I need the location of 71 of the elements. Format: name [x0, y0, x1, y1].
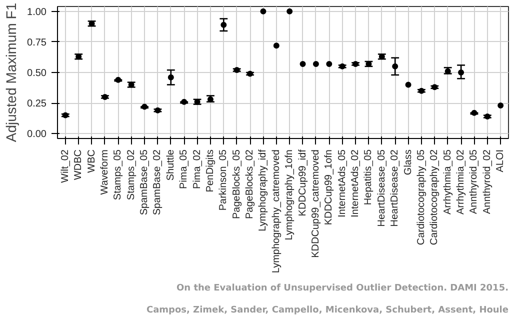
x-tick-label: PenDigits — [204, 149, 216, 192]
point — [142, 104, 148, 110]
x-tick-label: KDDCup99_1ofn — [324, 149, 335, 226]
x-tick-label: Pima_05 — [178, 149, 190, 189]
x-tick-label: KDDCup99_idf — [297, 149, 308, 216]
point — [471, 110, 478, 116]
point — [115, 76, 122, 83]
x-tick-label: Cardiotocography_02 — [429, 149, 440, 246]
point — [458, 70, 464, 76]
point — [300, 60, 306, 67]
x-tick-label: KDDCup99_catremoved — [310, 150, 322, 258]
point — [207, 96, 214, 102]
x-tick-label: InternetAds_02 — [350, 149, 362, 218]
x-tick-label: Arrhythmia_02 — [456, 149, 467, 215]
y-axis-title: Adjusted Maximum F1 — [3, 2, 20, 142]
point — [102, 94, 108, 100]
x-tick-label: Waveform — [99, 149, 110, 195]
x-tick-label: Shuttle — [165, 149, 176, 181]
point — [312, 60, 319, 67]
point — [339, 63, 346, 70]
x-tick-label: Cardiotocography_05 — [416, 149, 427, 246]
y-tick-label: 0.75 — [27, 37, 47, 48]
x-tick-label: Stamps_05 — [112, 149, 124, 200]
x-tick-label: Wilt_02 — [60, 149, 71, 183]
point — [352, 60, 359, 67]
y-tick-label: 0.50 — [27, 68, 47, 79]
text: Campos, Zimek, Sander, Campello, Micenkova, Schubert, Assent, Houle — [146, 306, 509, 316]
point — [234, 67, 240, 74]
point — [62, 112, 68, 118]
text: On the Evaluation of Unsupervised Outlier Detection. DAMI 2015. — [176, 284, 509, 294]
point — [392, 63, 398, 70]
y-tick-label: 0.00 — [27, 129, 47, 140]
x-tick-label: PageBlocks_05 — [231, 149, 242, 219]
point — [432, 84, 438, 90]
x-tick-label: HeartDisease_05 — [376, 149, 388, 227]
x-tick-label: Parkinson_05 — [218, 149, 230, 211]
x-tick-label: Annthyroid_02 — [482, 149, 493, 214]
point — [378, 54, 385, 60]
x-tick-label: Arrhythmia_05 — [442, 149, 454, 215]
point — [220, 22, 227, 28]
x-tick-label: Lymphography_catremoved — [270, 149, 282, 274]
x-tick-label: PageBlocks_02 — [244, 149, 256, 219]
x-tick-label: Glass — [402, 150, 414, 176]
point — [405, 82, 412, 88]
point — [76, 54, 82, 60]
y-tick-label: 0.25 — [27, 98, 47, 110]
x-tick-label: InternetAds_05 — [336, 149, 348, 218]
x-tick-label: ALOI — [495, 149, 506, 172]
x-tick-label: HeartDisease_02 — [390, 149, 401, 227]
x-tick-label: WBC — [86, 149, 98, 173]
point — [418, 88, 424, 94]
point — [273, 42, 280, 49]
x-tick-label: Annthyroid_05 — [468, 149, 480, 214]
x-tick-label: SpamBase_02 — [152, 149, 164, 216]
x-tick-label: Lymphography_idf — [258, 149, 269, 232]
x-tick-label: Stamps_02 — [126, 149, 137, 200]
point — [326, 60, 332, 67]
point — [154, 107, 161, 114]
x-tick-label: Lymphography_1ofn — [284, 149, 296, 240]
x-tick-label: WDBC — [73, 149, 84, 180]
point — [260, 8, 266, 14]
point — [181, 98, 188, 105]
point — [286, 8, 293, 14]
point — [247, 70, 254, 77]
x-tick-label: Hepatitis_05 — [363, 149, 374, 206]
x-tick-label: Pima_02 — [192, 149, 203, 189]
y-tick-label: 1.00 — [27, 6, 47, 18]
point — [168, 74, 174, 80]
point — [484, 114, 490, 120]
point — [498, 102, 504, 108]
x-tick-label: SpamBase_05 — [139, 149, 150, 216]
